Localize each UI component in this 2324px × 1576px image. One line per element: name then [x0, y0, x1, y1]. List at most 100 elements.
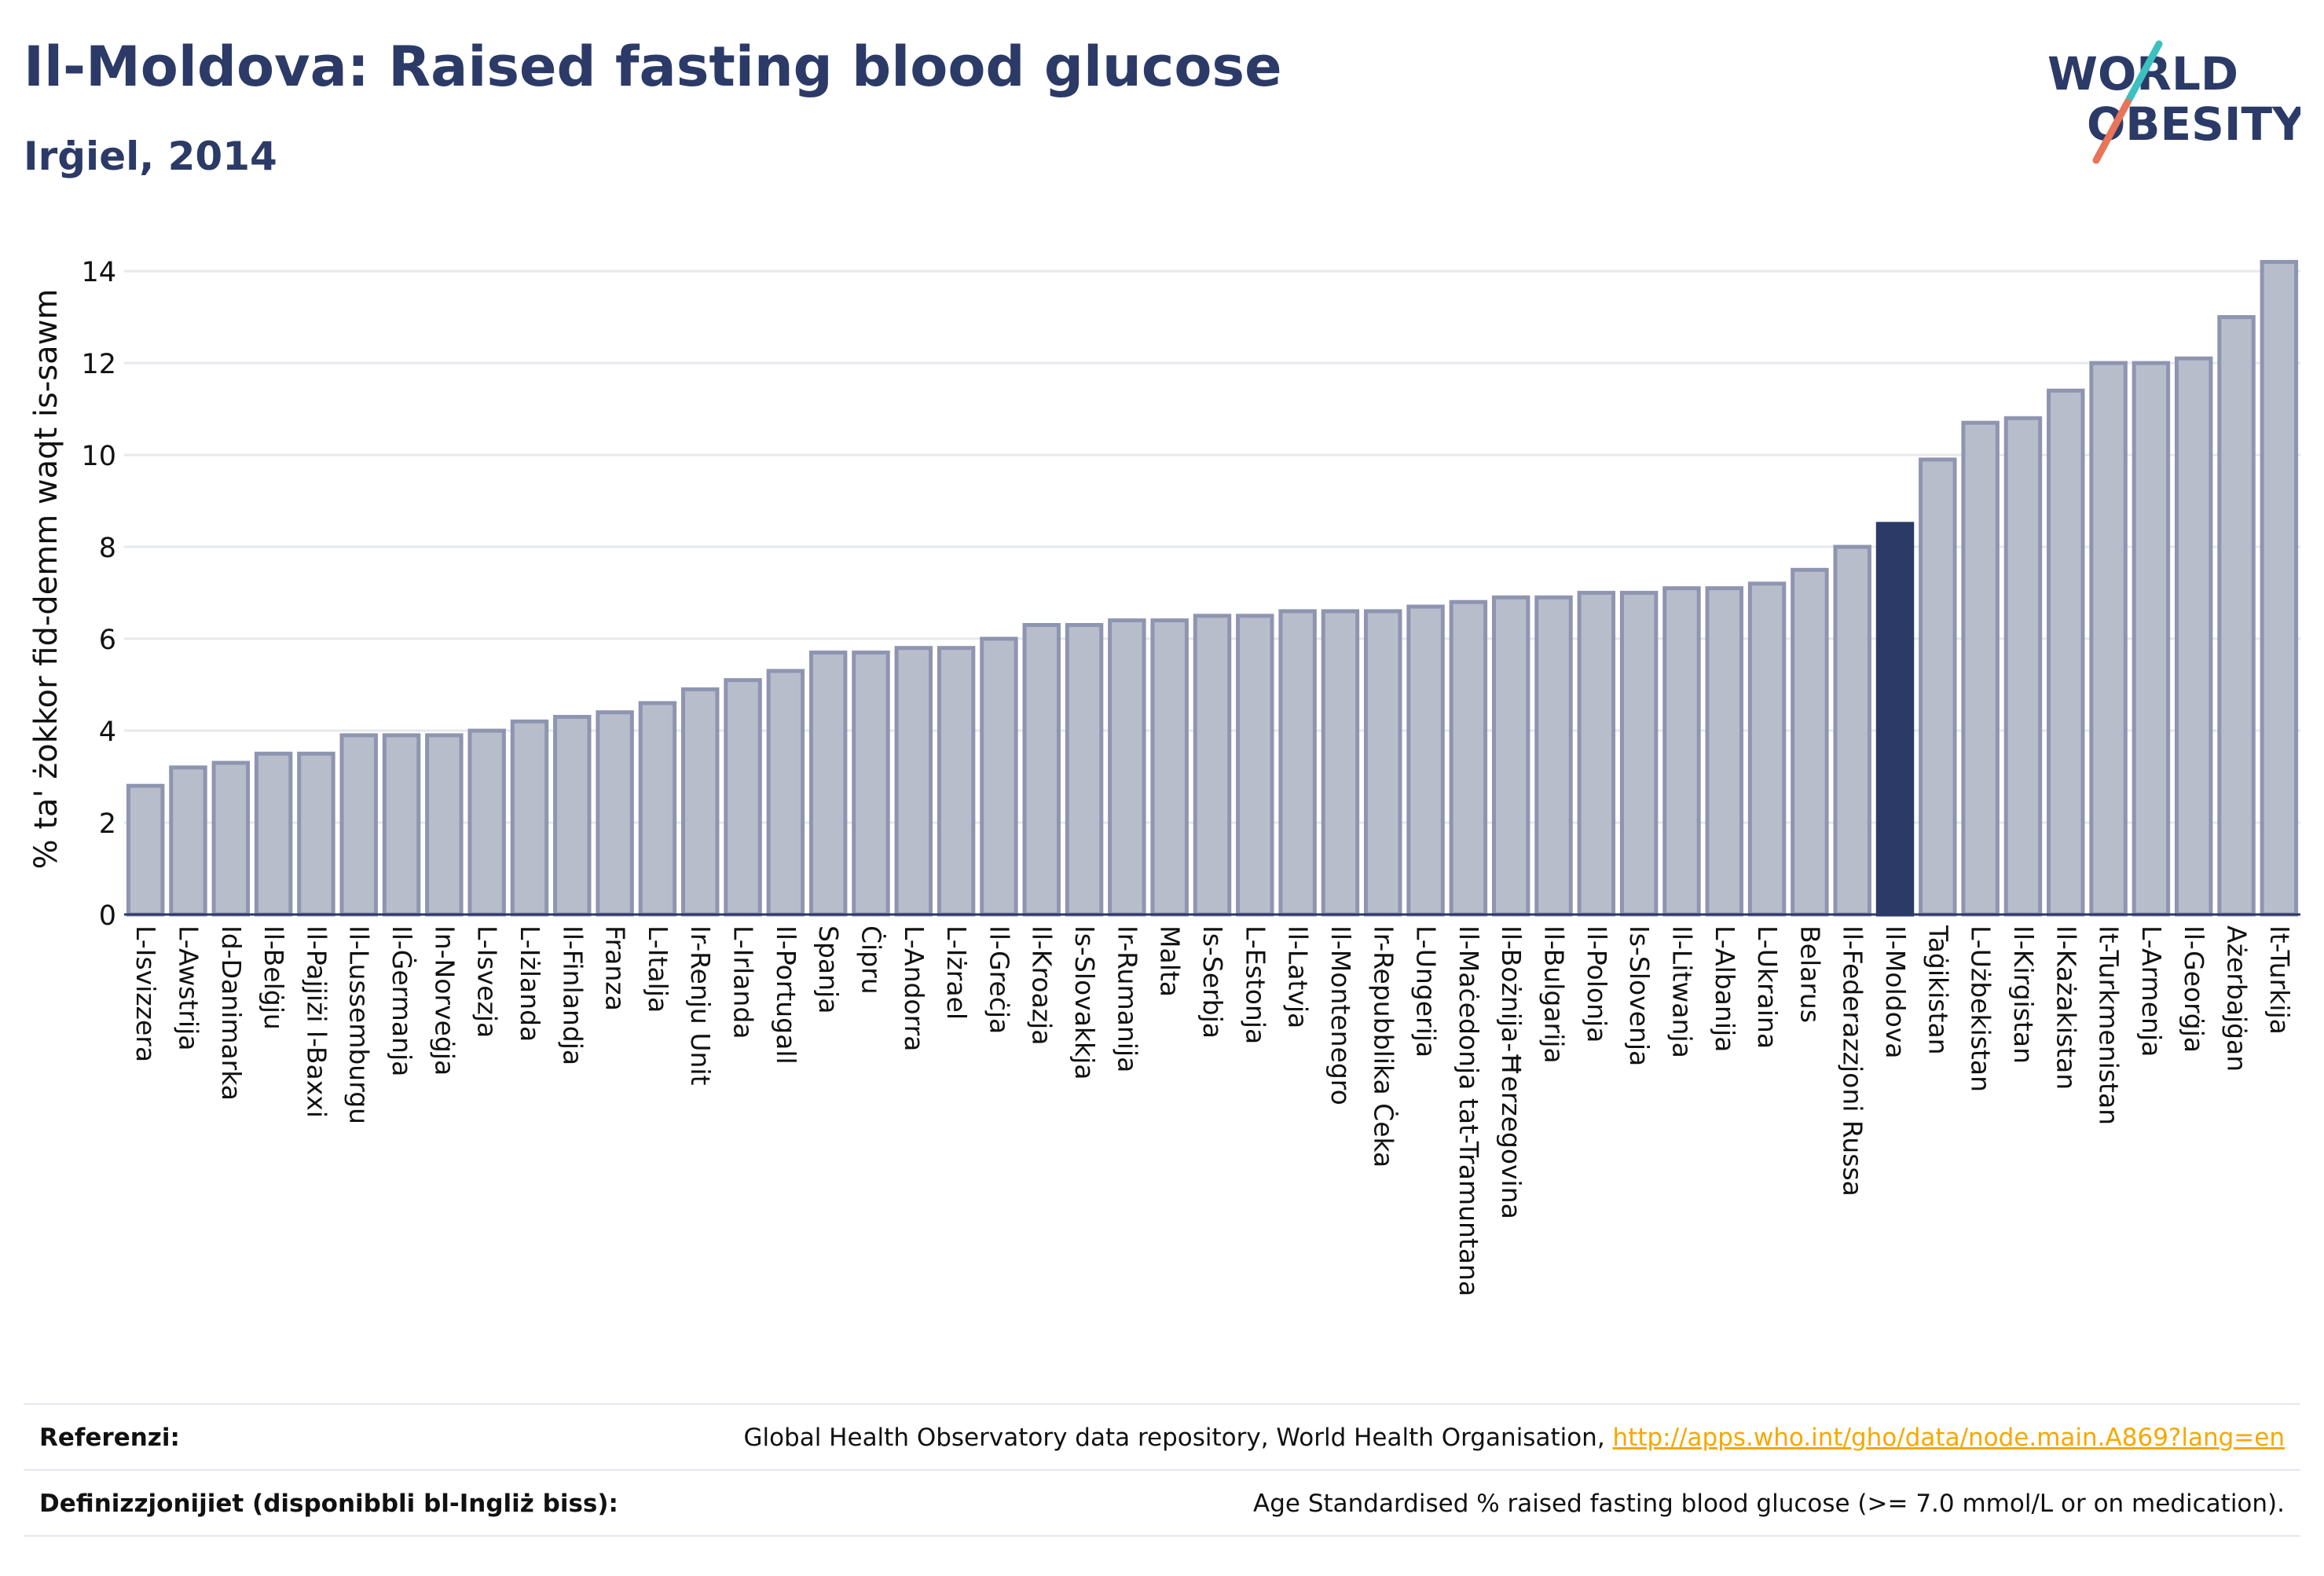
references-label: Referenzi: [39, 1424, 180, 1452]
x-tick-label: It-Turkmenistan [2094, 925, 2124, 1125]
x-tick-label: Id-Danimarka [216, 925, 247, 1101]
x-tick-label: L-Iżrael [941, 925, 972, 1020]
x-tick-label: L-Isvizzera [130, 925, 161, 1062]
y-axis-ticks: 0 2 4 6 8 10 12 14 [81, 257, 116, 932]
bar [1491, 595, 1530, 917]
x-tick-label: L-Albanija [1710, 925, 1740, 1052]
bar [254, 751, 293, 917]
x-tick-label: L-Użbekistan [1966, 925, 1996, 1092]
references-link[interactable]: http://apps.who.int/gho/data/node.main.A… [1612, 1424, 2285, 1452]
x-tick-label: L-Estonja [1240, 925, 1270, 1044]
x-tick-label: Il-Montenegro [1325, 925, 1356, 1105]
x-tick-label: Malta [1155, 925, 1186, 997]
y-tick-label: 14 [81, 257, 116, 288]
bar [894, 646, 933, 917]
bar [339, 733, 378, 917]
bar [382, 733, 421, 917]
x-tick-label: Il-Każakistan [2051, 925, 2081, 1090]
bar [1193, 614, 1232, 917]
x-tick-label: L-Isvezja [472, 925, 503, 1038]
x-tick-label: L-Ukraina [1752, 925, 1783, 1049]
y-tick-label: 12 [81, 349, 116, 380]
x-axis-labels: L-Isvizzera L-Awstrija Id-Danimarka Il-Belġ… [130, 925, 2295, 1296]
bar [126, 783, 165, 917]
bar [2047, 388, 2085, 917]
x-tick-label: L-Ungerija [1411, 925, 1442, 1057]
x-tick-label: Il-Lussemburgu [344, 925, 375, 1124]
definitions-value: Age Standardised % raised fasting blood … [1253, 1490, 2285, 1518]
bar [1406, 604, 1445, 917]
bar [1278, 609, 1317, 917]
bar [2089, 361, 2128, 917]
bar [1065, 622, 1104, 917]
x-tick-label: Franza [600, 925, 631, 1011]
bar [1662, 586, 1701, 917]
y-tick-label: 6 [99, 625, 116, 656]
bar [211, 761, 251, 917]
bar [1022, 622, 1061, 917]
bar [1619, 591, 1659, 917]
bar [1919, 457, 1957, 917]
x-tick-label: Ċipru [856, 925, 887, 995]
x-tick-label: L-Armenja [2136, 925, 2167, 1057]
y-tick-label: 4 [99, 717, 116, 748]
bar [425, 733, 464, 917]
bar [2217, 315, 2256, 917]
chart-title: Il-Moldova: Raised fasting blood glucose [24, 35, 1282, 99]
bar [980, 636, 1018, 917]
definitions-label: Definizzjonijiet (disponibbli bl-Ingliż … [39, 1490, 618, 1518]
x-tick-label: In-Norveġja [429, 925, 460, 1076]
y-tick-label: 0 [99, 900, 116, 932]
x-tick-label: Il-Greċja [984, 925, 1014, 1034]
x-tick-label: Ażerbajġan [2222, 925, 2253, 1072]
bar [937, 646, 976, 917]
bar [681, 687, 720, 917]
bar [1747, 581, 1787, 917]
y-tick-label: 8 [99, 533, 116, 564]
x-tick-label: Ir-Rumanija [1112, 925, 1142, 1072]
x-tick-label: Il-Finlandja [557, 925, 588, 1065]
x-tick-label: L-Awstrija [173, 925, 203, 1050]
bar [1236, 614, 1274, 917]
logo-slash-top [2124, 40, 2163, 106]
x-tick-label: Il-Polonja [1582, 925, 1612, 1043]
x-tick-label: Il-Kirgistan [2008, 925, 2039, 1064]
x-tick-label: Il-Latvja [1283, 925, 1314, 1028]
x-tick-label: Spanja [813, 925, 844, 1013]
y-axis-label: % ta' żokkor fid-demm waqt is-sawm [28, 289, 64, 870]
bar [467, 728, 506, 917]
bar [852, 651, 890, 917]
chart-subtitle: Irġiel, 2014 [24, 134, 277, 179]
x-tick-label: Is-Slovenja [1624, 925, 1655, 1066]
x-tick-label: L-Iżlanda [515, 925, 545, 1042]
bar [169, 765, 207, 917]
x-tick-label: Il-Belġju [258, 925, 289, 1030]
bar [1705, 586, 1743, 917]
bar [1534, 595, 1573, 917]
world-obesity-logo[interactable]: WORLD OBESITY [2041, 39, 2300, 165]
bar [1961, 420, 2000, 917]
bar [766, 669, 805, 917]
bar [1791, 567, 1829, 917]
x-tick-label: Taġikistan [1923, 925, 1953, 1055]
bar [638, 701, 677, 917]
bar [1577, 591, 1616, 917]
bar [1833, 544, 1871, 917]
bar [808, 651, 848, 917]
bar [1364, 609, 1402, 917]
bar [510, 719, 549, 917]
x-tick-label: Is-Slovakkja [1069, 925, 1100, 1080]
definitions-row: Definizzjonijiet (disponibbli bl-Ingliż … [24, 1469, 2300, 1537]
x-tick-label: Is-Serbja [1197, 925, 1228, 1039]
bar [297, 751, 335, 917]
bar-highlight [1875, 522, 1915, 917]
bar [596, 710, 634, 917]
bar [553, 714, 592, 917]
x-tick-label: Il-Bożnija-Ħerzegovina [1496, 925, 1527, 1219]
x-tick-label: Il-Bulgarija [1539, 925, 1570, 1064]
bar [2132, 361, 2171, 917]
footer-bottom-rule [24, 1535, 2300, 1537]
bar-chart: 0 2 4 6 8 10 12 14 L-Isvizzera L-Awstrija Id-Dani… [28, 257, 2300, 1296]
y-tick-label: 10 [81, 441, 116, 472]
bar [1449, 599, 1488, 917]
